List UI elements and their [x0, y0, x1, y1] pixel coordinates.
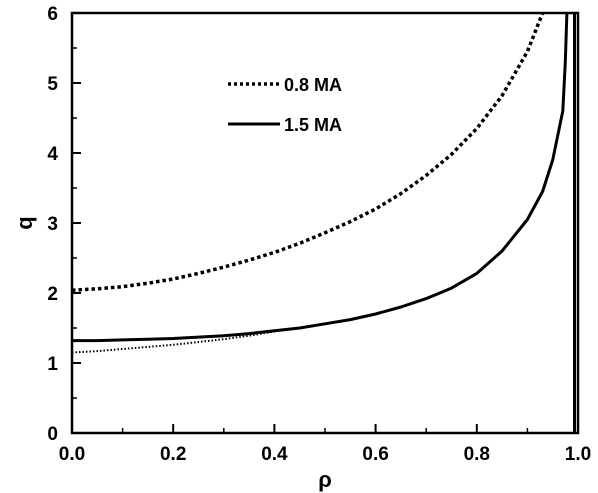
legend-label-0.8ma: 0.8 MA: [284, 75, 342, 95]
y-tick-label: 0: [47, 424, 58, 445]
y-tick-label: 2: [47, 284, 58, 305]
y-tick-label: 3: [47, 214, 58, 235]
y-tick-label: 6: [47, 4, 58, 25]
series-line-1.5-ma: [72, 12, 569, 343]
x-tick-label: 0.4: [261, 444, 288, 465]
y-axis-label: q: [12, 216, 37, 229]
x-tick-label: 0.2: [160, 444, 186, 465]
x-tick-label: 0.0: [59, 444, 85, 465]
legend-label-1.5ma: 1.5 MA: [284, 115, 342, 135]
series-line-0.8-ma: [71, 12, 545, 292]
x-tick-label: 0.8: [464, 444, 490, 465]
ticks: 0.0 0.2 0.4 0.6 0.8 1.0 0 1 2 3 4 5 6: [47, 4, 591, 465]
legend: 0.8 MA 1.5 MA: [228, 75, 342, 135]
series-layer: [71, 12, 576, 433]
x-tick-label: 0.6: [362, 444, 388, 465]
x-tick-label: 1.0: [565, 444, 591, 465]
x-axis-label: ρ: [318, 467, 332, 492]
y-tick-label: 4: [47, 144, 58, 165]
y-tick-label: 1: [47, 354, 58, 375]
y-tick-label: 5: [47, 74, 58, 95]
